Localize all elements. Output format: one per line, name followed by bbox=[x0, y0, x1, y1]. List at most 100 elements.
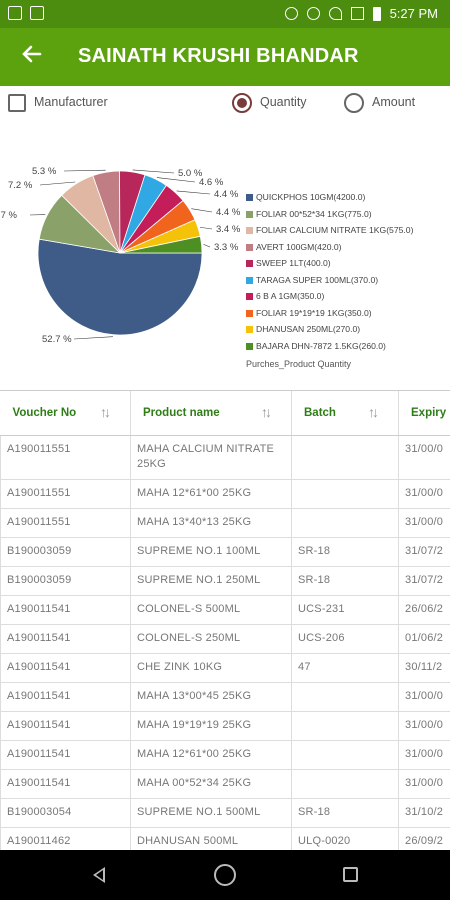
slice-leader-line bbox=[176, 190, 211, 195]
pie-slice[interactable] bbox=[37, 238, 203, 336]
legend-item: BAJARA DHN-7872 1.5KG(260.0) bbox=[246, 341, 413, 358]
legend-swatch bbox=[246, 194, 253, 201]
legend-item: TARAGA SUPER 100ML(370.0) bbox=[246, 275, 413, 292]
header-product-name[interactable]: Product name ↑↓ bbox=[130, 391, 292, 436]
table-row[interactable]: B190003059 SUPREME NO.1 100ML SR-18 31/07/2 bbox=[0, 536, 450, 567]
alarm-icon bbox=[306, 7, 320, 20]
table-row[interactable]: A190011541 MAHA 19*19*19 25KG 31/00/0 bbox=[0, 710, 450, 741]
voucher-table: Voucher No ↑↓ Product name ↑↓ Batch ↑↓ Expi… bbox=[0, 391, 450, 850]
table-row[interactable]: A190011541 CHE ZINK 10KG 47 30/11/2 bbox=[0, 652, 450, 683]
legend-label: 6 B A 1GM(350.0) bbox=[256, 291, 325, 301]
expiry-cell: 01/06/2 bbox=[398, 623, 450, 654]
batch-cell bbox=[291, 768, 399, 799]
voucher-cell: A190011541 bbox=[0, 681, 131, 712]
table-row[interactable]: B190003059 SUPREME NO.1 250ML SR-18 31/07/2 bbox=[0, 565, 450, 596]
legend-item: FOLIAR CALCIUM NITRATE 1KG(575.0) bbox=[246, 225, 413, 242]
batch-cell: UCS-206 bbox=[291, 623, 399, 654]
pie-chart-svg: 52.7 %.7 %7.2 %5.3 %5.0 %4.6 %4.4 %4.4 %… bbox=[0, 166, 241, 345]
nav-recents-icon[interactable] bbox=[343, 867, 358, 882]
table-row[interactable]: A190011541 MAHA 13*00*45 25KG 31/00/0 bbox=[0, 681, 450, 712]
voucher-cell: A190011462 bbox=[0, 826, 131, 850]
table-row[interactable]: A190011462 DHANUSAN 500ML ULQ-0020 26/09/2 bbox=[0, 826, 450, 850]
header-voucher-no[interactable]: Voucher No ↑↓ bbox=[0, 391, 131, 436]
image-icon bbox=[30, 6, 44, 20]
legend-item: SWEEP 1LT(400.0) bbox=[246, 258, 413, 275]
system-nav-bar bbox=[0, 850, 450, 900]
legend-swatch bbox=[246, 260, 253, 267]
product-cell: SUPREME NO.1 250ML bbox=[130, 565, 292, 596]
sort-icon[interactable]: ↑↓ bbox=[261, 404, 272, 420]
legend-swatch bbox=[246, 227, 253, 234]
legend-label: FOLIAR 19*19*19 1KG(350.0) bbox=[256, 307, 372, 318]
quantity-label: Quantity bbox=[260, 95, 307, 109]
slice-percent-label: 7.2 % bbox=[8, 180, 33, 191]
legend-swatch bbox=[246, 326, 253, 333]
pie-slice[interactable] bbox=[119, 235, 203, 254]
batch-cell bbox=[291, 478, 399, 509]
voucher-cell: B190003059 bbox=[0, 536, 131, 567]
manufacturer-checkbox[interactable] bbox=[8, 94, 26, 112]
back-button[interactable] bbox=[18, 40, 46, 68]
product-cell: DHANUSAN 500ML bbox=[130, 826, 292, 850]
table-row[interactable]: A190011551 MAHA 13*40*13 25KG 31/00/0 bbox=[0, 507, 450, 538]
slice-percent-label: 5.0 % bbox=[178, 168, 203, 179]
pie-chart: 52.7 %.7 %7.2 %5.3 %5.0 %4.6 %4.4 %4.4 %… bbox=[0, 122, 450, 388]
batch-cell bbox=[291, 710, 399, 741]
status-bar: 5:27 PM bbox=[0, 0, 450, 28]
table-row[interactable]: A190011541 COLONEL-S 250ML UCS-206 01/06/2 bbox=[0, 623, 450, 654]
voucher-cell: A190011551 bbox=[0, 507, 131, 538]
table-row[interactable]: A190011551 MAHA 12*61*00 25KG 31/00/0 bbox=[0, 478, 450, 509]
wifi-icon bbox=[328, 7, 342, 20]
table-row[interactable]: A190011551 MAHA CALCIUM NITRATE 25KG 31/00… bbox=[0, 434, 450, 480]
legend-label: BAJARA DHN-7872 1.5KG(260.0) bbox=[256, 340, 386, 351]
legend-label: FOLIAR CALCIUM NITRATE 1KG(575.0) bbox=[256, 225, 414, 235]
slice-leader-line bbox=[39, 181, 76, 186]
product-cell: MAHA 00*52*34 25KG bbox=[130, 768, 292, 799]
table-row[interactable]: A190011541 MAHA 12*61*00 25KG 31/00/0 bbox=[0, 739, 450, 770]
voucher-cell: A190011551 bbox=[0, 434, 131, 480]
slice-leader-line bbox=[156, 177, 196, 183]
legend-label: QUICKPHOS 10GM(4200.0) bbox=[256, 192, 366, 202]
legend-label: FOLIAR 00*52*34 1KG(775.0) bbox=[256, 208, 372, 219]
table-row[interactable]: A190011541 COLONEL-S 500ML UCS-231 26/06/2 bbox=[0, 594, 450, 625]
batch-cell bbox=[291, 434, 399, 480]
app-bar: SAINATH KRUSHI BHANDAR bbox=[0, 28, 450, 86]
batch-cell: ULQ-0020 bbox=[291, 826, 399, 850]
legend-swatch bbox=[246, 293, 253, 300]
table-row[interactable]: A190011541 MAHA 00*52*34 25KG 31/00/0 bbox=[0, 768, 450, 799]
legend-item: DHANUSAN 250ML(270.0) bbox=[246, 324, 413, 341]
table-row[interactable]: B190003054 SUPREME NO.1 500ML SR-18 31/10/2 bbox=[0, 797, 450, 828]
legend-caption: Purches_Product Quantity bbox=[246, 359, 352, 369]
slice-percent-label: 3.3 % bbox=[214, 242, 239, 253]
voucher-table-container[interactable]: Voucher No ↑↓ Product name ↑↓ Batch ↑↓ Expi… bbox=[0, 390, 450, 850]
battery-icon bbox=[372, 6, 381, 21]
legend-swatch bbox=[246, 243, 253, 251]
amount-radio[interactable] bbox=[344, 93, 364, 113]
legend-swatch bbox=[246, 309, 253, 317]
batch-cell bbox=[291, 507, 399, 538]
arrow-left-icon bbox=[22, 45, 42, 63]
voucher-cell: A190011541 bbox=[0, 594, 131, 625]
nav-home-icon[interactable] bbox=[214, 864, 236, 886]
header-expiry[interactable]: Expiry bbox=[398, 391, 450, 436]
page-title: SAINATH KRUSHI BHANDAR bbox=[78, 45, 359, 67]
batch-cell: SR-18 bbox=[291, 536, 399, 567]
expiry-cell: 30/11/2 bbox=[398, 652, 450, 683]
slice-percent-label: .7 % bbox=[0, 210, 18, 221]
slice-percent-label: 3.4 % bbox=[216, 224, 241, 235]
quantity-radio[interactable] bbox=[232, 93, 252, 113]
expiry-cell: 31/00/0 bbox=[398, 681, 450, 712]
batch-cell bbox=[291, 681, 399, 712]
legend-label: TARAGA SUPER 100ML(370.0) bbox=[256, 274, 379, 285]
header-batch[interactable]: Batch ↑↓ bbox=[291, 391, 399, 436]
expiry-cell: 31/00/0 bbox=[398, 710, 450, 741]
expiry-cell: 31/10/2 bbox=[398, 797, 450, 828]
nav-back-icon[interactable] bbox=[93, 867, 105, 883]
sort-icon[interactable]: ↑↓ bbox=[100, 404, 111, 420]
sort-icon[interactable]: ↑↓ bbox=[368, 404, 379, 420]
product-cell: MAHA 13*40*13 25KG bbox=[130, 507, 292, 538]
product-cell: SUPREME NO.1 100ML bbox=[130, 536, 292, 567]
legend-item: AVERT 100GM(420.0) bbox=[246, 242, 413, 259]
table-header-row: Voucher No ↑↓ Product name ↑↓ Batch ↑↓ Expi… bbox=[0, 391, 450, 436]
